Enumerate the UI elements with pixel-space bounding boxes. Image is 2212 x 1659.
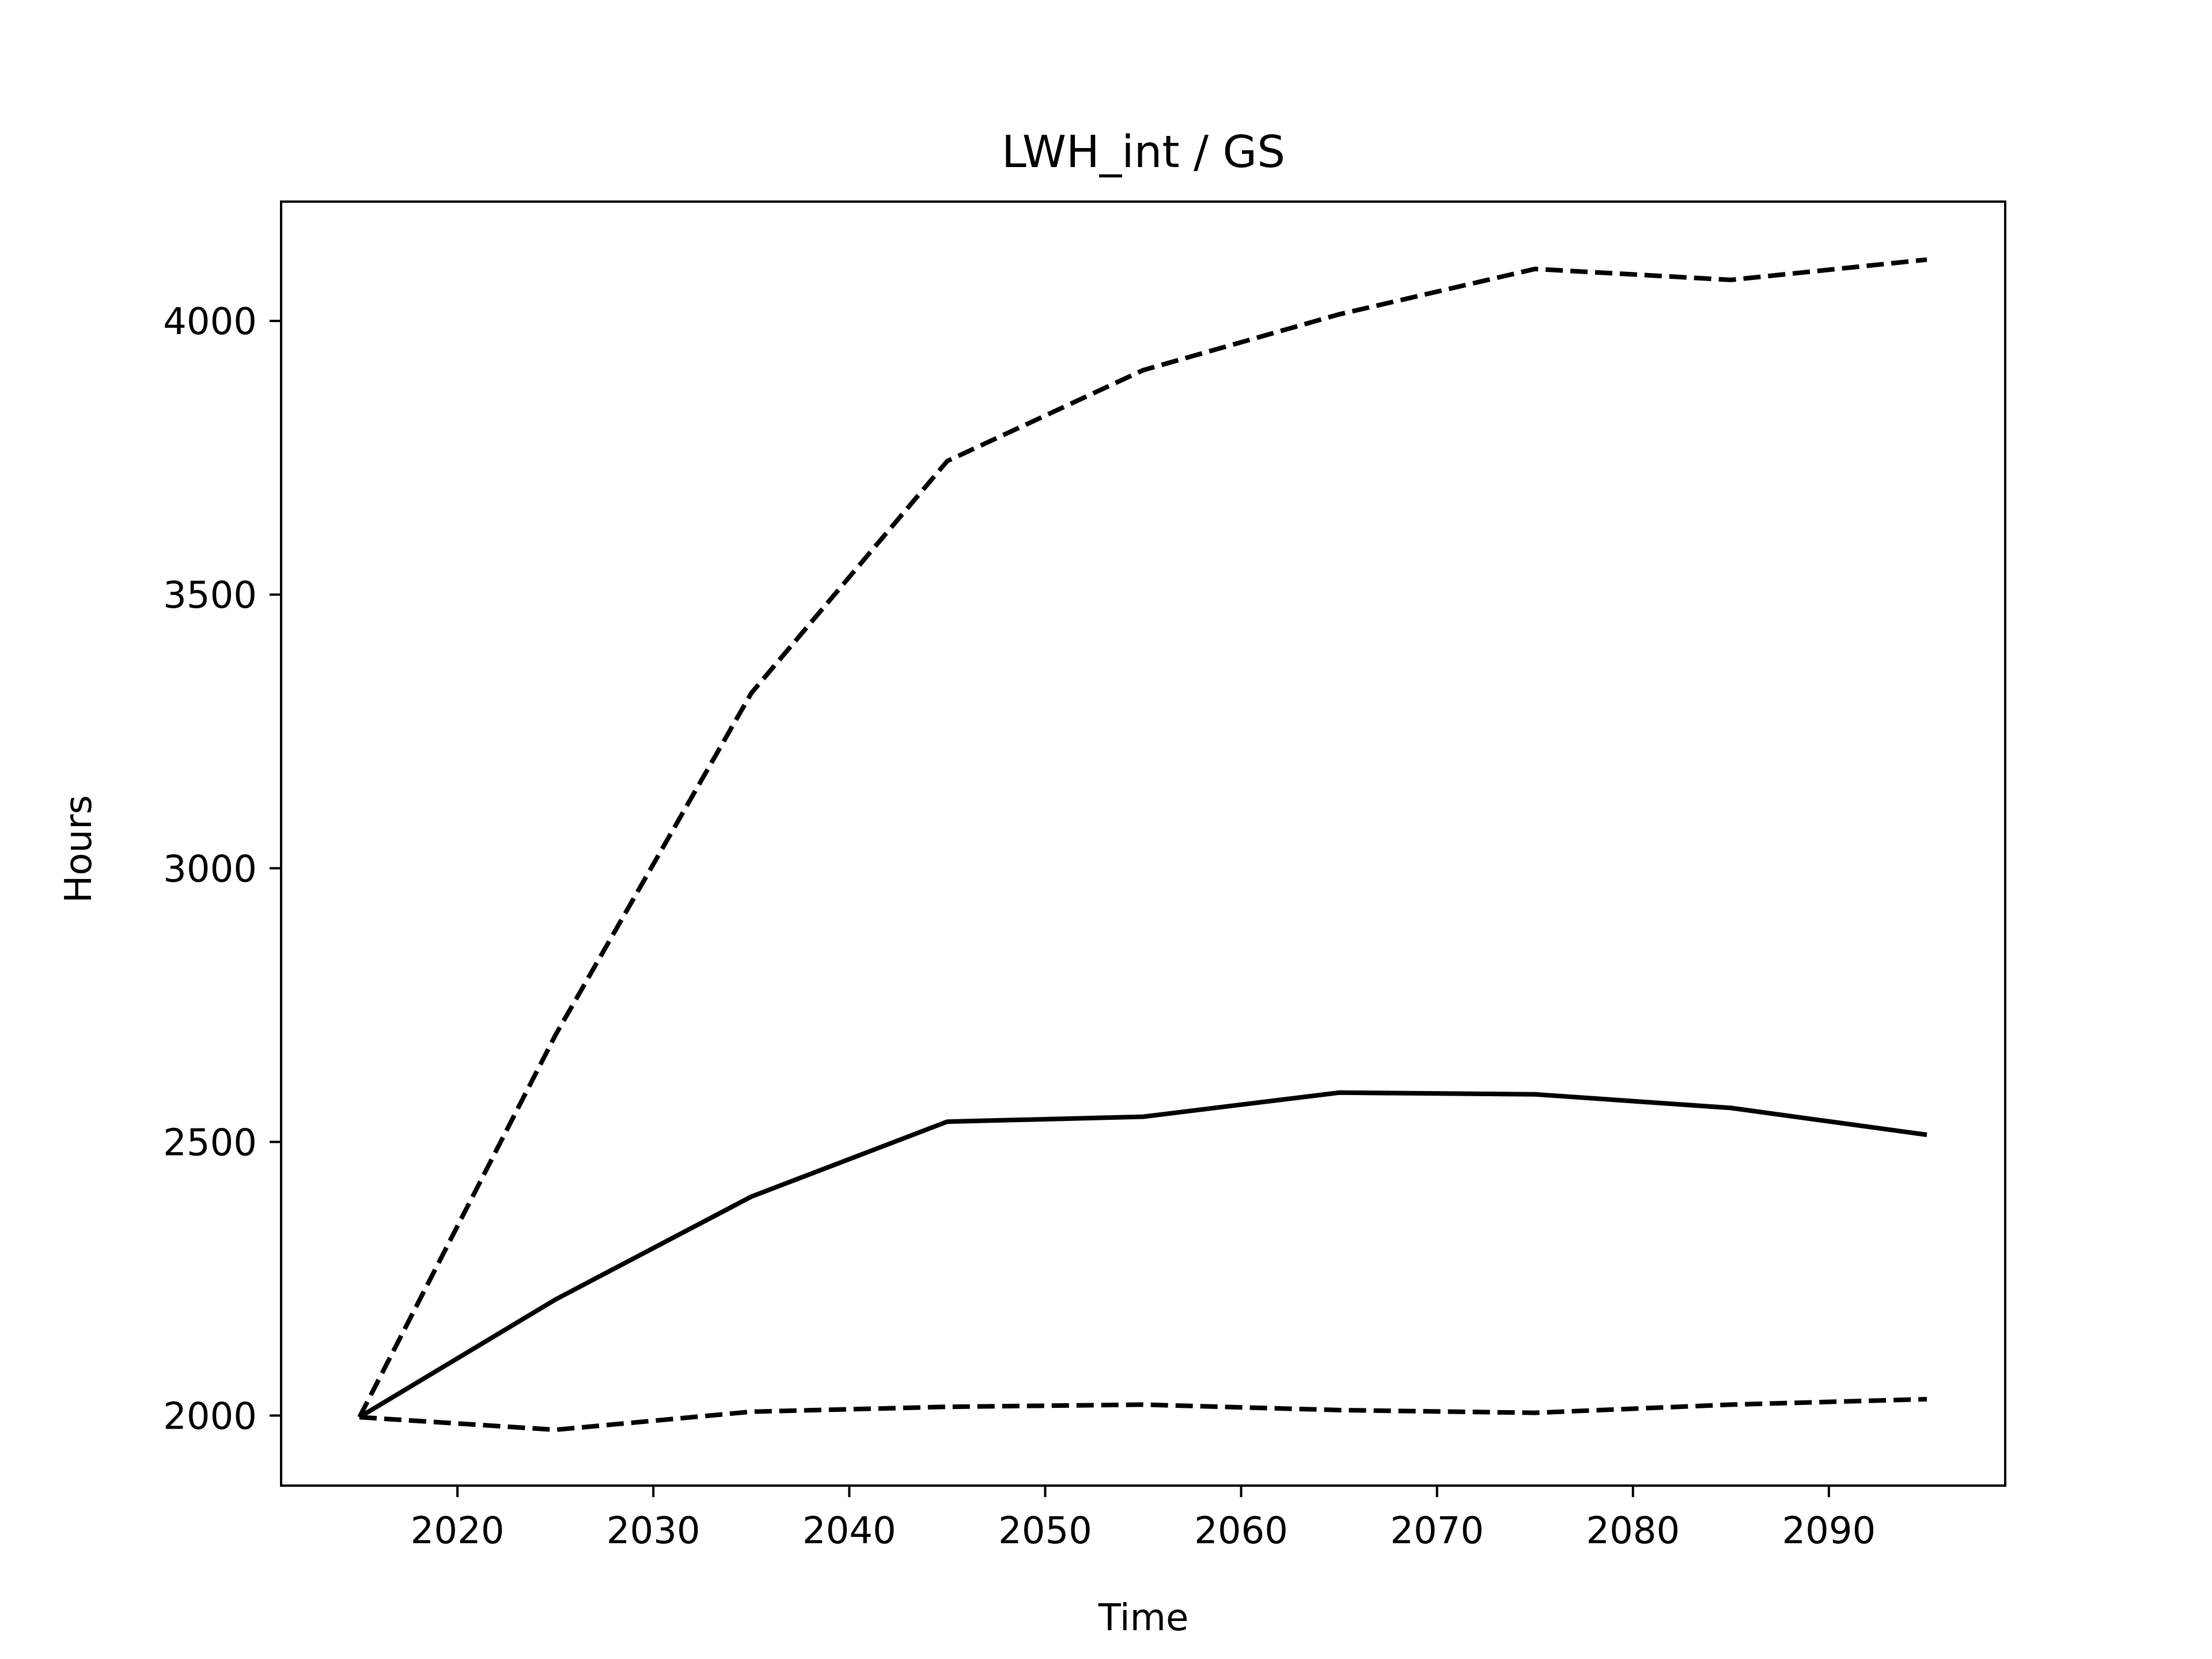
x-tick-label: 2090 (1782, 1510, 1876, 1552)
y-tick-label: 3000 (163, 848, 257, 891)
x-tick-label: 2040 (802, 1510, 896, 1552)
y-axis-label: Hours (58, 795, 100, 903)
x-tick-label: 2080 (1586, 1510, 1680, 1552)
x-tick-label: 2070 (1390, 1510, 1484, 1552)
x-tick-label: 2030 (607, 1510, 700, 1552)
series-layer (357, 257, 1927, 1433)
x-tick-label: 2020 (411, 1510, 505, 1552)
y-tick-label: 4000 (163, 301, 257, 343)
y-tick-label: 3500 (163, 574, 257, 617)
y-tick-label: 2500 (163, 1122, 257, 1164)
series-line-2 (357, 257, 1927, 1419)
x-tick-label: 2050 (998, 1510, 1092, 1552)
y-tick-label: 2000 (163, 1395, 257, 1438)
y-axis-ticks: 2000 2500 3000 3500 4000 (163, 301, 281, 1438)
chart-title: LWH_int / GS (1002, 127, 1285, 178)
series-line-3 (359, 1396, 1927, 1433)
x-axis-label: Time (1098, 1597, 1189, 1639)
x-axis-ticks: 2020 2030 2040 2050 2060 2070 2080 2090 (411, 1486, 1876, 1552)
x-tick-label: 2060 (1194, 1510, 1288, 1552)
series-line-1 (358, 1090, 1927, 1419)
plot-frame (280, 200, 2006, 1487)
